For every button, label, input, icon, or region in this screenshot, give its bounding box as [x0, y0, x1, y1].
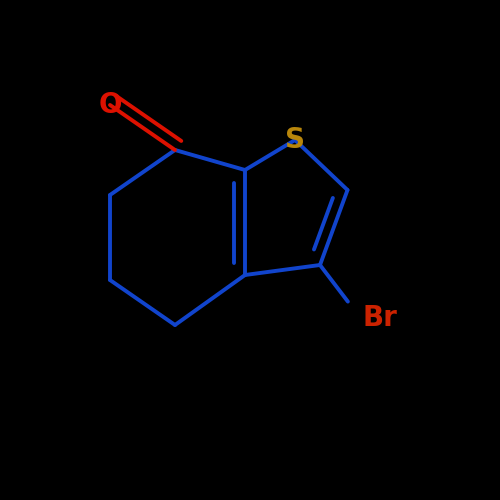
Text: O: O — [98, 91, 122, 119]
Text: Br: Br — [362, 304, 398, 332]
Text: S: S — [285, 126, 305, 154]
